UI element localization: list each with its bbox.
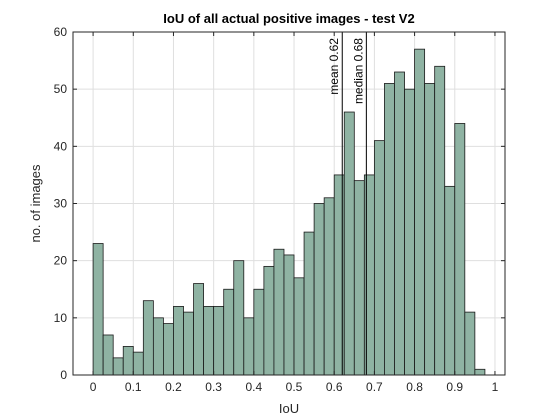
histogram-bar: [444, 185, 456, 376]
x-tick-label: 0.9: [446, 380, 463, 394]
x-tick-label: 0.1: [125, 380, 142, 394]
x-tick-label: 0.7: [366, 380, 383, 394]
x-tick-label: 0.5: [286, 380, 303, 394]
histogram-bar: [404, 88, 415, 376]
histogram-bar: [152, 317, 164, 376]
y-tick-label: 30: [54, 197, 68, 211]
x-tick-label: 0.8: [406, 380, 423, 394]
x-tick-label: 0.6: [326, 380, 343, 394]
annotations: mean 0.62 median 0.68: [327, 32, 367, 375]
histogram-bar: [313, 203, 325, 376]
annotation-label: mean 0.62: [327, 38, 341, 95]
histogram-bar: [454, 123, 466, 376]
histogram-bar: [474, 368, 486, 376]
y-tick-label: 0: [60, 368, 67, 382]
histogram-bar: [353, 180, 365, 376]
y-tick-label: 60: [54, 25, 68, 39]
histogram-bar: [273, 248, 285, 376]
histogram-bar: [464, 311, 476, 376]
histogram-bar: [112, 357, 124, 376]
histogram-bar: [193, 283, 205, 376]
histogram-bar: [122, 346, 134, 376]
annotation-label: median 0.68: [351, 38, 365, 104]
histogram-bar: [293, 277, 305, 376]
histogram-bar: [92, 243, 104, 376]
y-tick-label: 20: [54, 254, 68, 268]
histogram-bar: [253, 288, 265, 376]
histogram-bar: [323, 197, 335, 376]
histogram-bar: [132, 351, 144, 376]
histogram-bar: [223, 288, 235, 376]
histogram-bar: [424, 83, 436, 376]
histogram-bar: [102, 334, 114, 376]
histogram-bar: [394, 71, 405, 376]
histogram-bar: [243, 317, 255, 376]
x-tick-label: 0.4: [245, 380, 262, 394]
axis-ticks: 0 0.1 0.2 0.3 0.4 0.5 0.6 0.7 0.8 0.9 101020304050…: [54, 25, 505, 394]
x-tick-label: 0: [90, 380, 97, 394]
histogram-bar: [142, 300, 154, 376]
y-tick-label: 10: [54, 311, 68, 325]
x-tick-label: 0.3: [205, 380, 222, 394]
x-axis-label: IoU: [279, 401, 299, 416]
histogram-bar: [384, 83, 395, 376]
histogram-bar: [343, 111, 355, 376]
histogram-bars: [92, 48, 486, 376]
histogram-bar: [333, 174, 345, 376]
histogram-bar: [183, 311, 194, 376]
histogram-bar: [283, 254, 295, 376]
x-tick-label: 1: [492, 380, 499, 394]
histogram-bar: [213, 305, 225, 376]
histogram-bar: [373, 140, 385, 376]
y-axis-label: no. of images: [28, 164, 43, 243]
histogram-bar: [203, 305, 215, 376]
histogram-bar: [303, 231, 315, 376]
histogram-bar: [233, 260, 245, 376]
histogram-bar: [263, 265, 275, 376]
histogram-bar: [363, 174, 375, 376]
chart-title: IoU of all actual positive images - test…: [163, 11, 414, 26]
histogram-bar: [434, 65, 446, 376]
histogram-bar: [173, 305, 184, 376]
histogram-bar: [163, 323, 174, 376]
y-tick-label: 50: [54, 82, 68, 96]
y-tick-label: 40: [54, 139, 68, 153]
histogram-bar: [414, 48, 426, 376]
x-tick-label: 0.2: [165, 380, 182, 394]
